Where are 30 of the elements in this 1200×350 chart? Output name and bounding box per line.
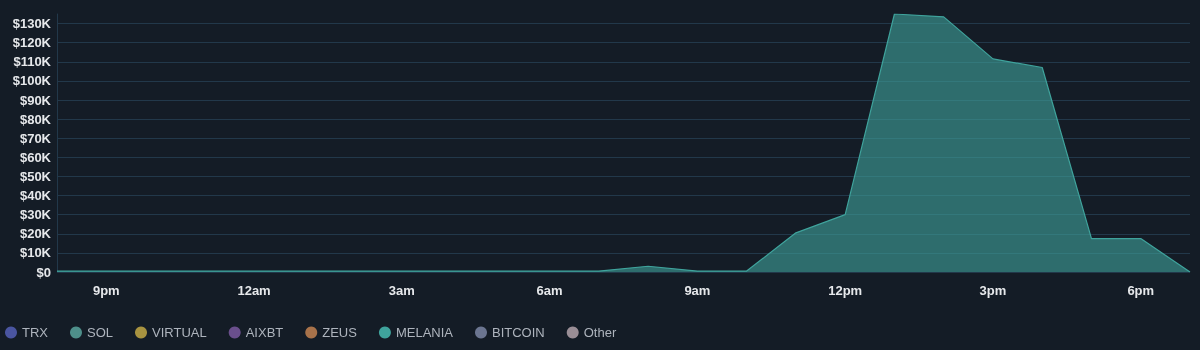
- legend-label: Other: [583, 325, 617, 340]
- x-tick-label: 3am: [388, 283, 415, 298]
- y-tick-label: $70K: [19, 130, 52, 146]
- y-tick-label: $120K: [12, 35, 52, 51]
- legend-label: BITCOIN: [491, 325, 545, 340]
- y-tick-label: $40K: [19, 188, 52, 204]
- y-tick-label: $110K: [13, 54, 52, 70]
- x-tick-label: 3pm: [979, 283, 1007, 298]
- x-tick-label: 12pm: [828, 283, 863, 298]
- y-tick-label: $0: [36, 264, 51, 280]
- legend-label: MELANIA: [395, 325, 454, 340]
- legend-label: AIXBT: [245, 325, 284, 340]
- legend-label: SOL: [87, 325, 114, 340]
- y-tick-label: $100K: [12, 73, 52, 89]
- y-tick-label: $20K: [19, 226, 52, 242]
- y-tick-label: $90K: [19, 92, 52, 108]
- y-tick-label: $10K: [19, 245, 52, 261]
- y-tick-label: $130K: [12, 16, 52, 32]
- x-tick-label: 6am: [536, 283, 563, 298]
- x-tick-label: 6pm: [1127, 283, 1155, 298]
- legend-label: ZEUS: [322, 325, 358, 340]
- y-tick-label: $60K: [19, 149, 52, 165]
- y-tick-label: $50K: [19, 168, 52, 184]
- x-tick-label: 12am: [237, 283, 271, 298]
- x-tick-label: 9am: [684, 283, 711, 298]
- legend-label: TRX: [22, 325, 49, 340]
- x-tick-label: 9pm: [92, 283, 120, 298]
- legend-label: VIRTUAL: [152, 325, 207, 340]
- y-tick-label: $80K: [19, 111, 52, 127]
- y-tick-label: $30K: [19, 207, 52, 223]
